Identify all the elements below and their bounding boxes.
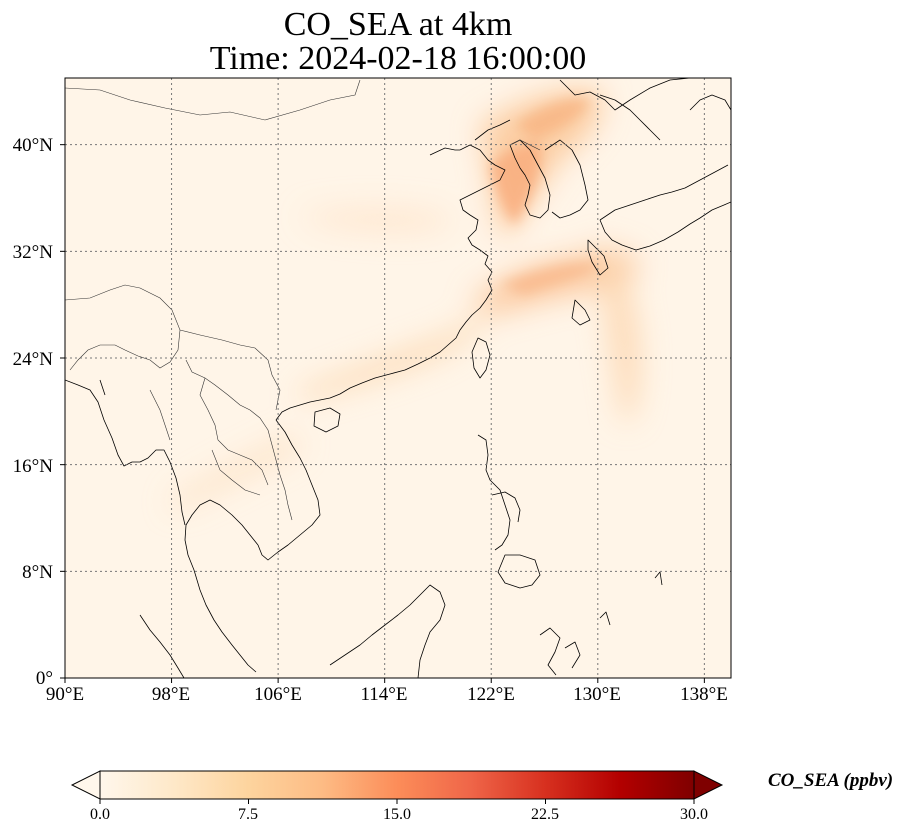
plume-coast <box>300 305 491 400</box>
colorbar-extend-high <box>693 770 724 800</box>
border-china-south <box>65 284 281 411</box>
map-frame <box>64 77 732 679</box>
coastline-sulawesi <box>539 627 561 676</box>
country-borders <box>65 79 541 521</box>
lon-label-122e: 122°E <box>467 684 515 705</box>
coastline-bohai <box>429 119 511 156</box>
coastline-moluccas <box>564 571 663 669</box>
colorbar-tick-label-7-5: 7.5 <box>238 806 258 823</box>
coastline-korea <box>509 139 551 219</box>
coastline-taiwan <box>471 337 491 379</box>
border-indochina <box>149 359 293 521</box>
coastline-sumatra <box>139 614 185 678</box>
lat-label-0: 0° <box>35 668 53 689</box>
lat-label-40n: 40°N <box>12 135 53 156</box>
colorbar-tick-label-30: 30.0 <box>680 806 708 823</box>
plume-indochina <box>170 436 301 510</box>
colorbar-extend-low <box>70 770 101 800</box>
colorbar-label: CO_SEA (ppbv) <box>768 770 894 791</box>
lat-label-24n: 24°N <box>12 349 53 370</box>
colorbar-tick-label-22-5: 22.5 <box>531 806 559 823</box>
coastline-hokkaido <box>599 94 731 141</box>
coastline-hainan <box>313 407 341 433</box>
colorbar-tick-label-0: 0.0 <box>90 806 110 823</box>
map-time-subtitle: Time: 2024-02-18 16:00:00 <box>209 40 587 77</box>
lat-label-32n: 32°N <box>12 242 53 263</box>
lat-label-8n: 8°N <box>22 562 53 583</box>
plume-yellow-sea <box>300 207 452 233</box>
coastline-borneo <box>329 584 446 678</box>
coastline-japan <box>571 164 731 326</box>
border-korea <box>509 139 541 151</box>
plume-korea-core <box>490 143 541 225</box>
axis-ticks <box>60 144 705 683</box>
lon-label-90e: 90°E <box>45 684 85 705</box>
plume-ne-core <box>515 98 590 140</box>
coastline-philippines <box>477 434 541 589</box>
coastline-china-east <box>275 144 506 421</box>
concentration-field <box>170 89 640 510</box>
colorbar <box>99 770 695 800</box>
plume-japan-south <box>595 240 640 423</box>
lon-label-114e: 114°E <box>360 684 408 705</box>
coastline-myanmar <box>65 379 186 526</box>
border-china-mongolia <box>65 79 361 121</box>
colorbar-ticks <box>99 799 695 804</box>
lon-label-106e: 106°E <box>254 684 302 705</box>
lat-label-16n: 16°N <box>12 456 53 477</box>
lon-label-130e: 130°E <box>573 684 621 705</box>
coastline-gulf-thailand <box>184 499 259 673</box>
coastline-vietnam <box>257 419 321 561</box>
lon-label-138e: 138°E <box>680 684 728 705</box>
map-title: CO_SEA at 4km <box>283 6 513 43</box>
coastline-russia <box>559 78 691 111</box>
plume-ecs-core <box>500 262 600 295</box>
colorbar-tick-label-15: 15.0 <box>383 806 411 823</box>
lon-label-98e: 98°E <box>151 684 191 705</box>
